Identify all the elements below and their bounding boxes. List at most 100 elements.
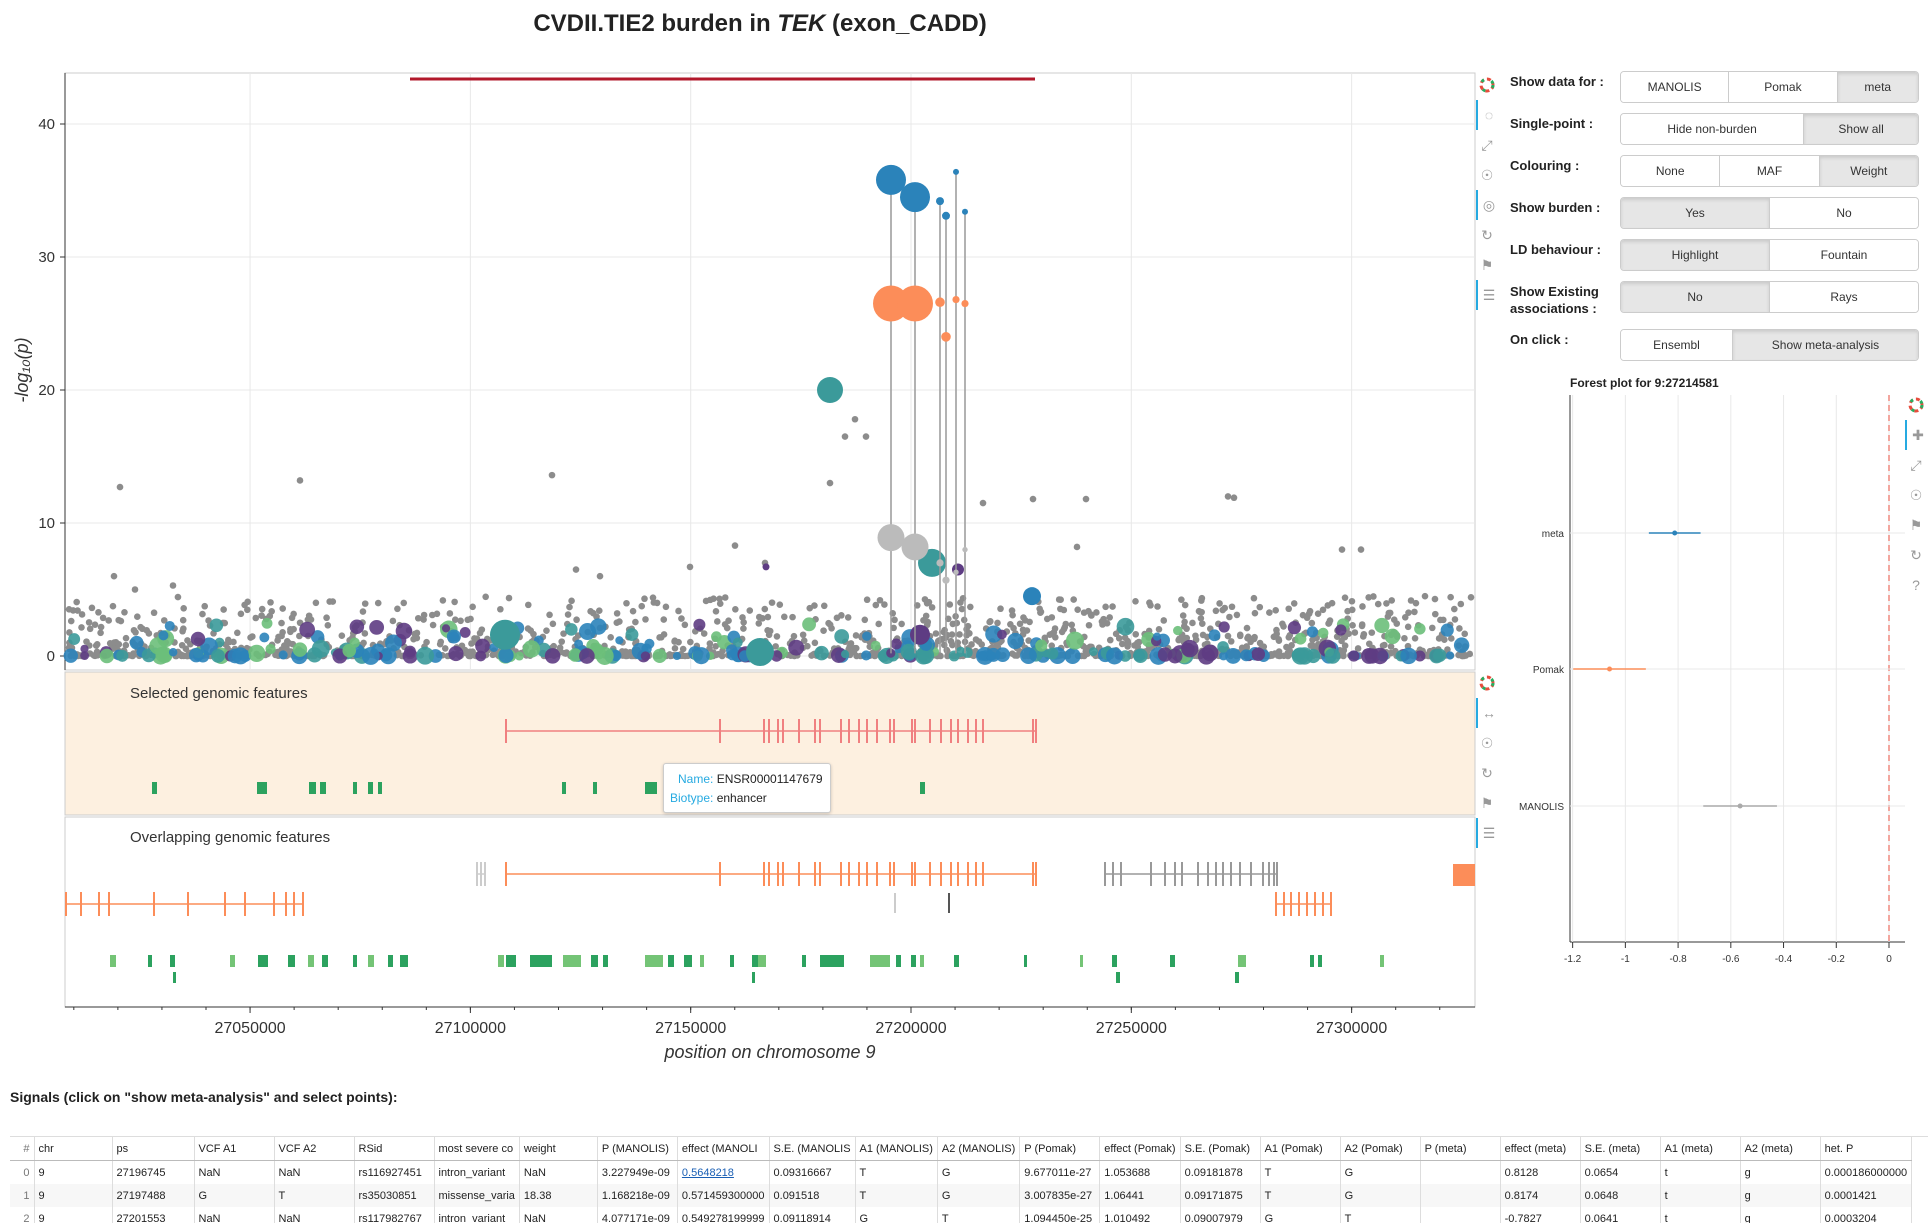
variant-point[interactable]	[1324, 648, 1341, 664]
variant-point[interactable]	[942, 211, 950, 220]
variant-point[interactable]	[1387, 643, 1395, 650]
variant-point[interactable]	[1046, 647, 1059, 660]
variant-point[interactable]	[67, 617, 75, 625]
variant-point[interactable]	[231, 647, 250, 665]
regulatory-feature[interactable]	[668, 955, 674, 967]
variant-point[interactable]	[275, 633, 282, 641]
forest-point[interactable]	[1737, 803, 1743, 809]
variant-point[interactable]	[799, 631, 807, 639]
variant-point[interactable]	[278, 619, 285, 627]
variant-point[interactable]	[459, 627, 471, 638]
variant-point[interactable]	[953, 168, 959, 175]
variant-point[interactable]	[97, 629, 104, 637]
variant-point[interactable]	[448, 646, 464, 662]
variant-point[interactable]	[1414, 623, 1426, 635]
variant-point[interactable]	[936, 197, 944, 206]
variant-point[interactable]	[1412, 599, 1420, 607]
variant-point[interactable]	[623, 599, 630, 607]
variant-point[interactable]	[844, 614, 852, 621]
variant-point[interactable]	[1106, 647, 1123, 665]
variant-point[interactable]	[1291, 648, 1306, 662]
variant-point[interactable]	[451, 598, 458, 606]
variant-point[interactable]	[1102, 603, 1109, 611]
variant-point[interactable]	[258, 605, 266, 613]
variant-point[interactable]	[468, 640, 475, 647]
variant-point[interactable]	[323, 614, 330, 622]
variant-point[interactable]	[1461, 630, 1469, 638]
variant-point[interactable]	[129, 652, 136, 660]
regulatory-feature[interactable]	[110, 955, 116, 967]
variant-point[interactable]	[802, 617, 816, 632]
wheel-zoom-icon[interactable]: ☉	[1480, 734, 1494, 751]
variant-point[interactable]	[1057, 605, 1064, 613]
variant-point[interactable]	[877, 524, 905, 552]
variant-point[interactable]	[613, 619, 621, 627]
variant-point[interactable]	[78, 624, 85, 631]
variant-point[interactable]	[917, 650, 929, 662]
variant-point[interactable]	[252, 614, 260, 622]
variant-point[interactable]	[1106, 614, 1114, 621]
colouring-maf-button[interactable]: MAF	[1720, 156, 1820, 186]
variant-point[interactable]	[1371, 647, 1389, 665]
regulatory-feature[interactable]	[1080, 955, 1083, 967]
show-data-pomak-button[interactable]: Pomak	[1729, 72, 1838, 102]
variant-point[interactable]	[1286, 632, 1294, 639]
variant-point[interactable]	[568, 648, 583, 662]
regulatory-feature[interactable]	[1380, 955, 1384, 967]
variant-point[interactable]	[115, 616, 123, 624]
variant-point[interactable]	[1133, 648, 1148, 663]
variant-point[interactable]	[115, 640, 123, 648]
variant-point[interactable]	[898, 620, 905, 628]
variant-point[interactable]	[441, 645, 449, 652]
variant-point[interactable]	[230, 638, 237, 646]
variant-point[interactable]	[1384, 628, 1401, 645]
main-plot[interactable]: 0 10 20 30 40 -log₁₀(p) Selected genomic fea…	[0, 0, 1480, 1070]
variant-point[interactable]	[773, 633, 781, 640]
variant-point[interactable]	[134, 613, 141, 621]
variant-point[interactable]	[220, 606, 227, 613]
variant-point[interactable]	[1359, 603, 1366, 610]
variant-point[interactable]	[1195, 607, 1203, 615]
variant-point[interactable]	[1457, 600, 1465, 608]
variant-point[interactable]	[853, 652, 860, 660]
variant-point[interactable]	[759, 614, 766, 622]
variant-point[interactable]	[1251, 633, 1258, 641]
variant-point[interactable]	[475, 638, 490, 654]
variant-point[interactable]	[1052, 634, 1059, 641]
variant-point[interactable]	[1288, 641, 1295, 649]
variant-point[interactable]	[1335, 624, 1347, 636]
variant-point[interactable]	[881, 601, 888, 608]
variant-point[interactable]	[1365, 594, 1372, 601]
table-header[interactable]: A2 (meta)	[1740, 1137, 1821, 1161]
variant-point[interactable]	[820, 602, 828, 610]
regulatory-feature[interactable]	[562, 782, 566, 794]
variant-point[interactable]	[1035, 639, 1048, 652]
regulatory-feature[interactable]	[1170, 955, 1175, 967]
regulatory-feature[interactable]	[400, 955, 408, 967]
variant-point[interactable]	[1374, 600, 1382, 608]
variant-point[interactable]	[568, 597, 575, 605]
table-header[interactable]: A2 (Pomak)	[1340, 1137, 1421, 1161]
variant-point[interactable]	[960, 616, 968, 624]
variant-point[interactable]	[288, 614, 296, 622]
variant-point[interactable]	[861, 616, 869, 624]
variant-point[interactable]	[1451, 605, 1458, 613]
existing-no-button[interactable]: No	[1621, 282, 1770, 312]
variant-point[interactable]	[1383, 600, 1390, 607]
regulatory-feature[interactable]	[920, 782, 925, 794]
variant-point[interactable]	[471, 635, 478, 642]
variant-point[interactable]	[840, 650, 850, 659]
variant-point[interactable]	[1440, 623, 1454, 637]
variant-point[interactable]	[833, 614, 841, 622]
variant-point[interactable]	[183, 652, 191, 660]
variant-point[interactable]	[1317, 627, 1329, 639]
variant-point[interactable]	[237, 610, 245, 618]
regulatory-feature[interactable]	[148, 955, 152, 967]
variant-point[interactable]	[1152, 632, 1162, 641]
table-header[interactable]: P (Pomak)	[1019, 1137, 1101, 1161]
variant-point[interactable]	[1388, 597, 1396, 604]
variant-point[interactable]	[86, 625, 94, 633]
variant-point[interactable]	[1466, 650, 1474, 658]
pan-icon[interactable]: ✚	[1905, 420, 1928, 450]
variant-point[interactable]	[1345, 630, 1352, 637]
